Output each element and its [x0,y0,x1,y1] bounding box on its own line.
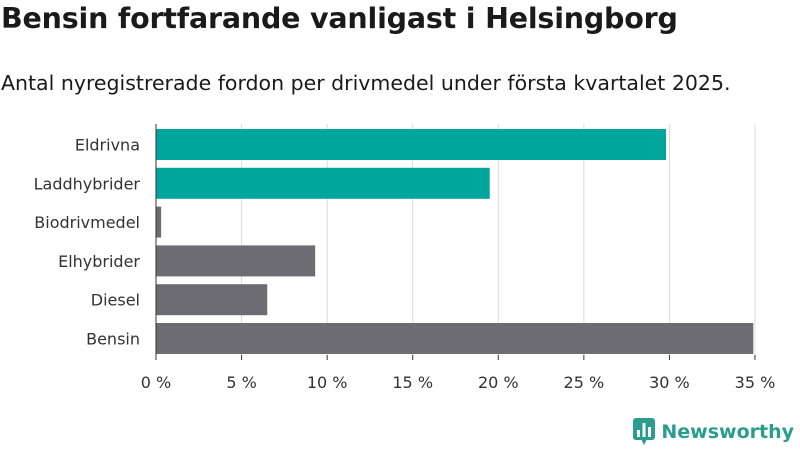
x-tick-label: 35 % [735,373,776,392]
bar-biodrivmedel [156,206,162,238]
brand-name: Newsworthy [661,421,794,443]
x-tick-label: 15 % [392,373,433,392]
bar-elhybrider [156,245,316,277]
x-tick-label: 20 % [478,373,519,392]
category-label: Elhybrider [58,252,140,271]
bar-chart: Eldrivna Laddhybrider Biodrivmedel Elhybrid… [34,124,776,392]
category-label: Laddhybrider [34,174,141,193]
category-label: Eldrivna [75,136,140,155]
bar-laddhybrider [156,167,490,199]
category-label: Biodrivmedel [34,213,140,232]
category-label: Diesel [91,291,140,310]
x-tick-label: 30 % [649,373,690,392]
x-tick-label: 10 % [307,373,348,392]
x-tick-label: 0 % [141,373,171,392]
newsworthy-logo-icon [633,418,656,445]
bar-diesel [156,284,268,316]
x-tick-label: 5 % [226,373,256,392]
chart-subtitle: Antal nyregistrerade fordon per drivmede… [1,71,731,95]
bar-eldrivna [156,129,667,160]
x-tick-label: 25 % [564,373,605,392]
bar-bensin [156,323,754,354]
category-label: Bensin [86,330,140,349]
brand-logo-group: Newsworthy [633,418,794,446]
chart-title: Bensin fortfarande vanligast i Helsingbo… [1,2,678,35]
